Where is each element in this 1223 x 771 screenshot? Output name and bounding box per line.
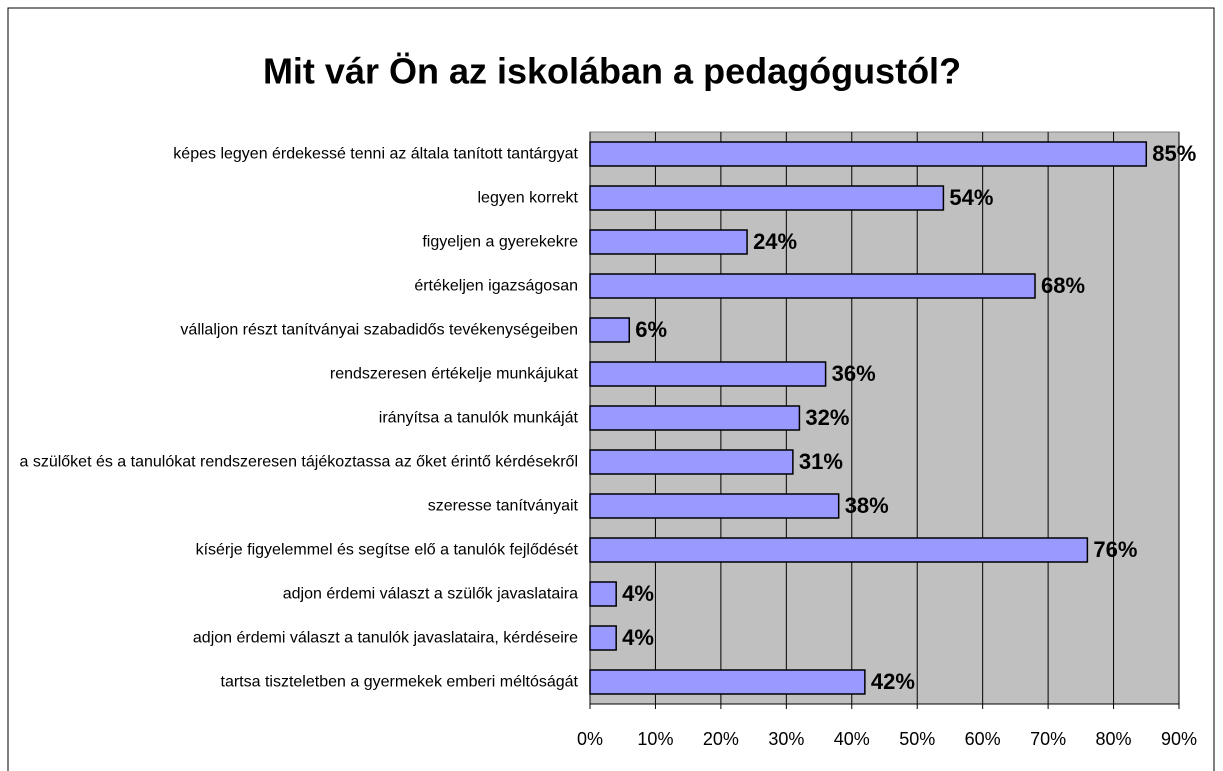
bar [589,361,827,387]
bar [589,229,748,255]
data-label: 68% [1041,273,1085,298]
data-label: 36% [832,361,876,386]
y-tick-label: szeresse tanítványait [427,497,578,515]
data-label: 76% [1093,537,1137,562]
bar [589,317,631,343]
bar [589,405,801,431]
y-tick-label: a szülőket és a tanulókat rendszeresen t… [19,453,578,471]
bar [589,537,1089,563]
x-tick-label: 20% [703,729,739,749]
bar [589,625,617,651]
data-label: 54% [949,185,993,210]
chart-title: Mit vár Ön az iskolában a pedagógustól? [263,51,961,92]
y-tick-label: vállaljon részt tanítványai szabadidős t… [180,321,578,339]
x-tick-label: 50% [899,729,935,749]
data-label: 31% [799,449,843,474]
x-tick-label: 40% [834,729,870,749]
y-tick-label: legyen korrekt [477,189,579,207]
x-tick-label: 10% [637,729,673,749]
bar [589,493,840,519]
data-label: 38% [845,493,889,518]
bar [589,669,866,695]
x-tick-label: 0% [577,729,603,749]
y-tick-label: tartsa tiszteletben a gyermekek emberi m… [220,673,579,691]
y-tick-label: figyeljen a gyerekekre [422,233,578,251]
data-label: 4% [622,581,654,606]
y-tick-label: adjon érdemi választ a tanulók javaslata… [192,629,578,647]
bar [589,141,1148,167]
y-tick-label: irányítsa a tanulók munkáját [378,409,578,427]
data-label: 85% [1152,141,1196,166]
y-tick-label: értékeljen igazságosan [414,277,578,295]
x-tick-label: 90% [1161,729,1197,749]
y-tick-label: adjon érdemi választ a szülők javaslatai… [282,585,578,603]
y-tick-label: képes legyen érdekessé tenni az általa t… [173,145,578,163]
y-tick-label: kísérje figyelemmel és segítse elő a tan… [195,541,578,559]
data-label: 6% [635,317,667,342]
x-tick-label: 70% [1030,729,1066,749]
y-tick-label: rendszeresen értékelje munkájukat [329,365,578,383]
bar [589,581,617,607]
x-tick-label: 80% [1096,729,1132,749]
x-tick-label: 60% [965,729,1001,749]
bar [589,449,794,475]
data-label: 42% [871,669,915,694]
data-label: 24% [753,229,797,254]
x-tick-label: 30% [768,729,804,749]
bar [589,185,945,211]
data-label: 32% [805,405,849,430]
data-label: 4% [622,625,654,650]
bar [589,273,1036,299]
